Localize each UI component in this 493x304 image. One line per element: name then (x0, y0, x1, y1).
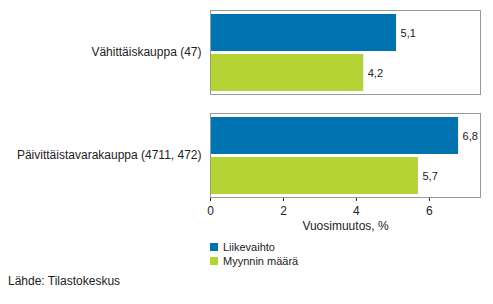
svg-text:Vähittäiskauppa (47): Vähittäiskauppa (47) (91, 45, 201, 59)
svg-text:6: 6 (426, 204, 433, 218)
svg-text:2: 2 (280, 204, 287, 218)
svg-text:Vuosimuutos, %: Vuosimuutos, % (302, 219, 389, 233)
svg-text:5,7: 5,7 (422, 170, 437, 182)
svg-text:Päivittäistavarakauppa (4711,: Päivittäistavarakauppa (4711, 472) (17, 148, 202, 162)
svg-text:0: 0 (207, 204, 214, 218)
svg-text:6,8: 6,8 (463, 130, 478, 142)
html-text:Myynnin määrä: Myynnin määrä (223, 255, 299, 267)
svg-text:4,2: 4,2 (368, 67, 383, 79)
html-text:Lähde: Tilastokeskus: Lähde: Tilastokeskus (8, 274, 121, 288)
svg-text:4: 4 (353, 204, 360, 218)
html-text:Liikevaihto: Liikevaihto (223, 241, 275, 253)
svg-text:5,1: 5,1 (401, 27, 416, 39)
